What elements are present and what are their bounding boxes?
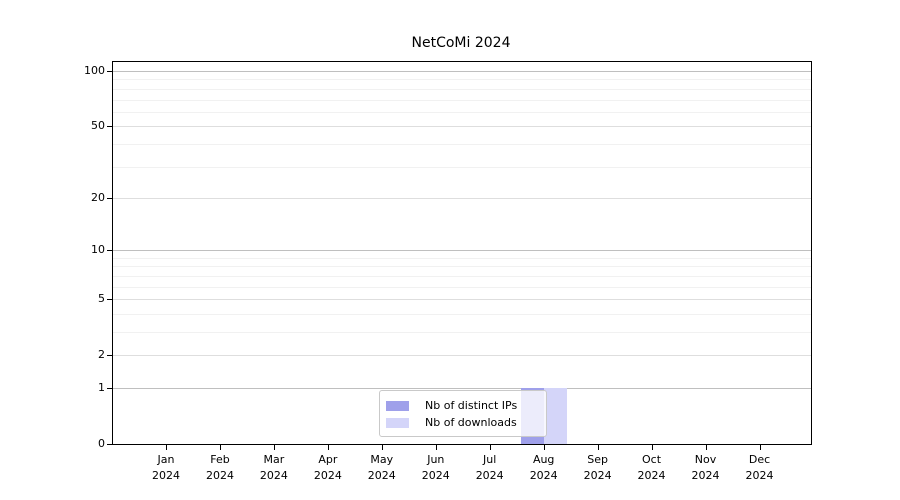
x-axis-label: Jun 2024	[406, 452, 466, 484]
gridline-minor	[113, 166, 811, 168]
x-axis-label: Feb 2024	[190, 452, 250, 484]
gridline-minor	[113, 286, 811, 288]
month-year: 2024	[421, 469, 450, 482]
month-year: 2024	[475, 469, 504, 482]
gridline-minor	[113, 313, 811, 315]
x-axis-tick	[166, 445, 167, 450]
chart-title: NetCoMi 2024	[411, 35, 511, 51]
x-axis-tick	[759, 445, 761, 450]
month-name: Sep	[587, 453, 608, 466]
x-axis-tick	[705, 445, 707, 450]
x-axis-label: Apr 2024	[298, 452, 358, 484]
month-year: 2024	[206, 469, 234, 482]
month-year: 2024	[313, 469, 342, 482]
x-axis-label: Nov 2024	[676, 452, 736, 484]
month-year: 2024	[152, 469, 180, 482]
y-axis-label: 100	[84, 64, 105, 77]
x-axis-label: Oct 2024	[622, 452, 682, 484]
month-name: Mar	[263, 453, 285, 466]
month-name: Jan	[157, 453, 175, 466]
month-name: May	[370, 453, 394, 466]
month-name: Nov	[694, 453, 717, 466]
gridline-minor	[113, 257, 811, 259]
x-axis-tick	[381, 445, 383, 450]
x-axis-label: Jan 2024	[136, 452, 196, 484]
y-axis-label: 2	[98, 348, 105, 362]
x-axis-tick	[597, 445, 599, 450]
y-axis-label: 10	[91, 243, 105, 257]
y-axis-tick	[107, 71, 112, 72]
gridline-minor	[113, 266, 811, 268]
legend-label: Nb of downloads	[425, 416, 517, 429]
legend-item: Nb of downloads	[386, 415, 540, 430]
gridline-minor	[113, 332, 811, 333]
month-year: 2024	[583, 469, 612, 482]
gridline-major	[113, 299, 811, 301]
x-axis-label: Dec 2024	[730, 452, 790, 484]
gridline-minor	[113, 143, 811, 145]
x-axis-tick	[327, 445, 329, 450]
y-axis-tick	[107, 197, 112, 199]
month-year: 2024	[637, 469, 666, 482]
y-axis-label: 5	[98, 292, 105, 306]
gridline-major	[113, 197, 811, 199]
month-year: 2024	[529, 469, 558, 482]
gridline-major	[113, 388, 811, 389]
legend-label: Nb of distinct IPs	[425, 399, 518, 412]
month-name: Oct	[641, 453, 662, 466]
y-axis-label: 1	[98, 381, 105, 394]
y-axis-label: 20	[91, 190, 105, 204]
x-axis-tick	[489, 445, 491, 450]
month-name: Aug	[532, 453, 555, 466]
gridline-minor	[113, 111, 811, 113]
x-axis-tick	[435, 445, 437, 450]
month-name: Dec	[748, 453, 771, 466]
y-axis-tick	[107, 126, 112, 128]
gridline-major	[113, 71, 811, 72]
x-axis-tick	[651, 445, 653, 450]
y-axis-tick	[107, 250, 112, 252]
month-name: Feb	[210, 453, 230, 466]
x-axis-tick	[543, 445, 545, 450]
legend-item: Nb of distinct IPs	[386, 398, 540, 413]
x-axis-label: May 2024	[352, 452, 412, 484]
month-year: 2024	[745, 469, 774, 482]
month-name: Jun	[427, 453, 445, 466]
gridline-major	[113, 250, 811, 252]
x-axis-tick	[273, 445, 275, 450]
x-axis-label: Sep 2024	[568, 452, 628, 484]
y-axis-label: 50	[91, 119, 105, 133]
y-axis-label: 0	[98, 437, 105, 450]
y-axis-tick	[107, 299, 112, 301]
month-year: 2024	[259, 469, 288, 482]
legend-swatch-distinct-ips	[386, 400, 409, 411]
month-name: Apr	[318, 453, 338, 466]
gridline-major	[113, 126, 811, 128]
gridline-minor	[113, 99, 811, 101]
bar-downloads	[543, 388, 567, 444]
month-name: Jul	[483, 453, 497, 466]
gridline-major	[113, 355, 811, 357]
gridline-minor	[113, 79, 811, 81]
x-axis-label: Aug 2024	[514, 452, 574, 484]
y-axis-tick	[107, 444, 112, 445]
plot-area: 0 1 2 5 10 20 50 100 Jan 2024 Feb 2024 Mar 2024 Apr 202…	[84, 61, 812, 482]
y-axis-tick	[107, 388, 112, 389]
gridline-minor	[113, 88, 811, 90]
legend-swatch-downloads	[386, 417, 409, 428]
y-axis-tick	[107, 355, 112, 357]
gridline-minor	[113, 275, 811, 277]
legend-box: Nb of distinct IPs Nb of downloads	[379, 390, 547, 437]
month-year: 2024	[691, 469, 720, 482]
x-axis-label: Jul 2024	[460, 452, 520, 484]
x-axis-tick	[220, 445, 221, 450]
x-axis-label: Mar 2024	[244, 452, 304, 484]
month-year: 2024	[367, 469, 396, 482]
